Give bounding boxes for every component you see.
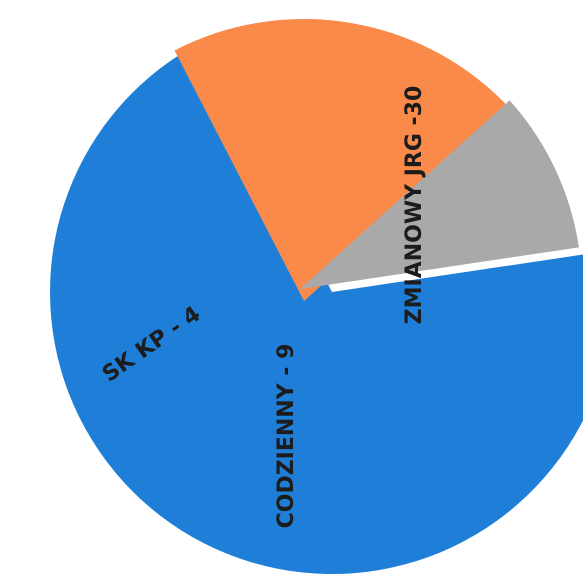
pie-slice-sk-kp-4 bbox=[300, 100, 579, 289]
pie-slice-zmianowy-jrg-30 bbox=[50, 41, 583, 574]
pie-slice-codzienny-9 bbox=[174, 18, 514, 301]
pie-slices bbox=[50, 18, 583, 574]
slice-label: ZMIANOWY JRG -30 bbox=[402, 86, 427, 325]
slice-label: CODZIENNY - 9 bbox=[274, 344, 299, 529]
